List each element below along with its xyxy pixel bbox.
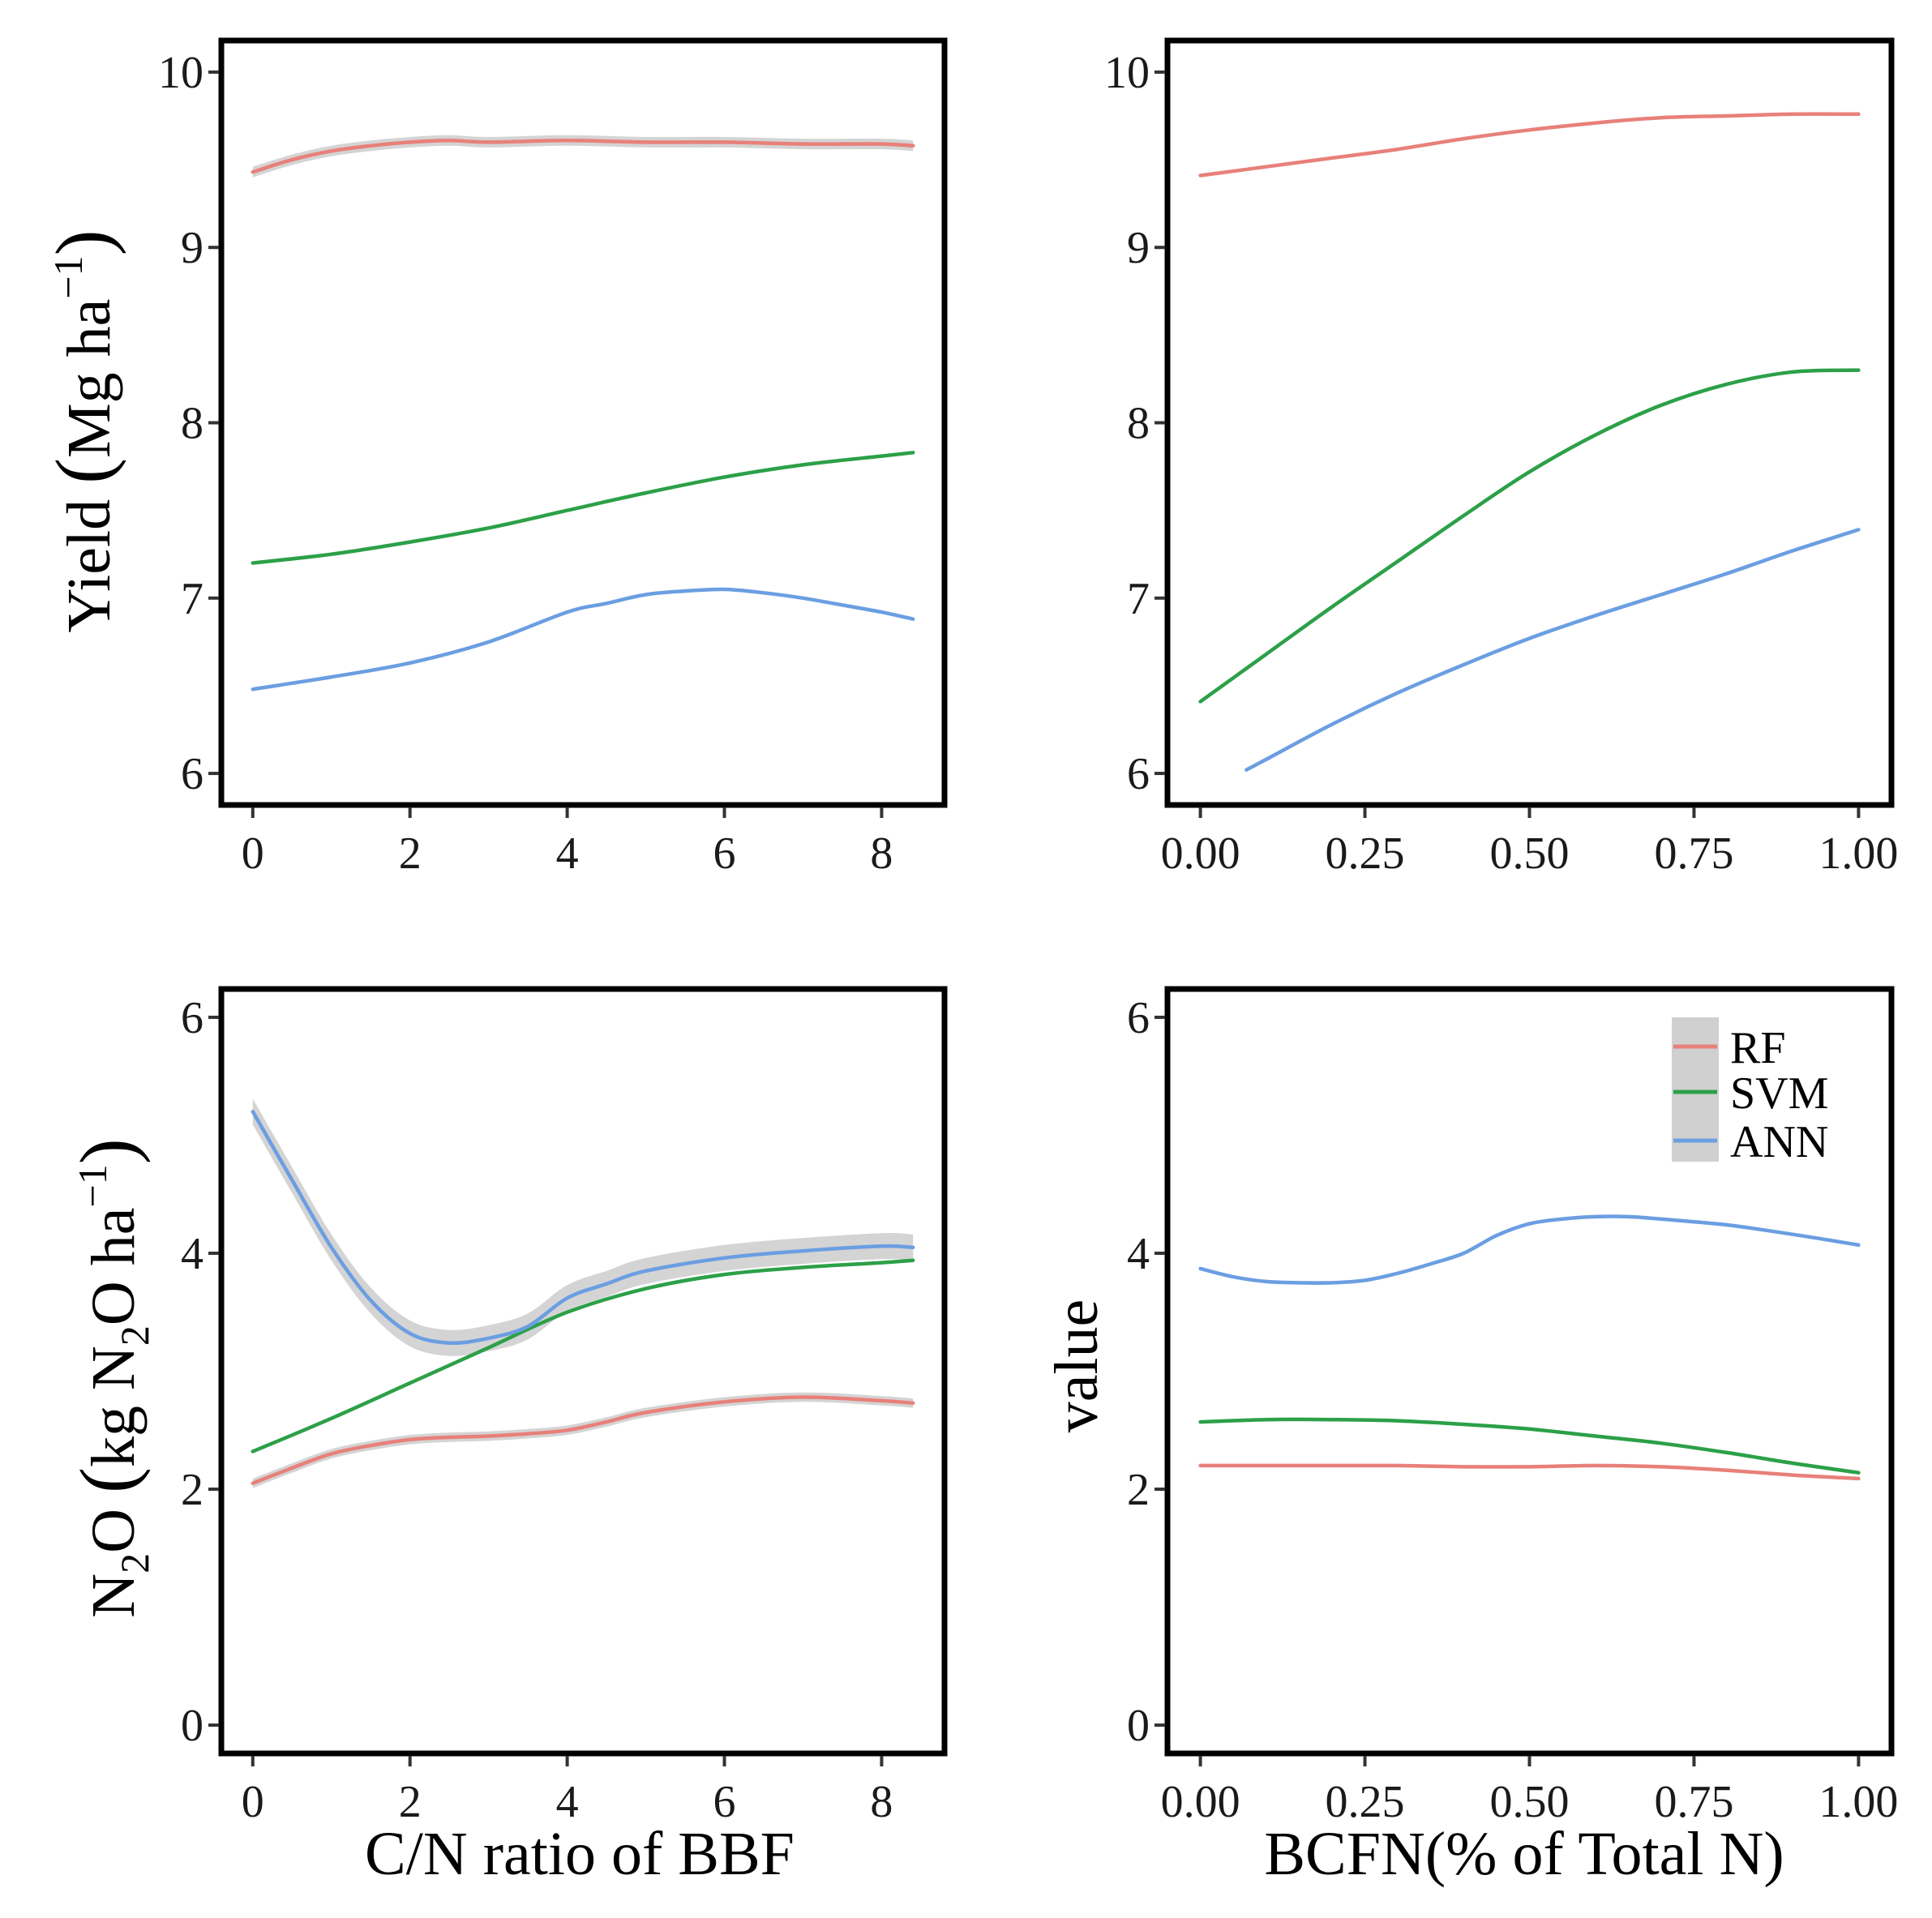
y-tick-label: 4 [181, 1229, 203, 1279]
panel-yield-cn: 0 2 4 6 8 6 7 8 9 10 [158, 37, 948, 879]
y-tick-label: 9 [181, 223, 203, 273]
series-line-ann [1198, 1214, 1861, 1285]
y-tick-label: 9 [1127, 223, 1150, 273]
x-tick-label: 1.00 [1818, 828, 1898, 879]
panel-n2o-cn: 0 2 4 6 8 0 2 4 6 [181, 986, 948, 1827]
x-tick-label: 0.50 [1490, 828, 1570, 879]
ylabel-value: value [1043, 1299, 1111, 1433]
ylabel-yield: Yield (Mg ha−1) [40, 229, 126, 632]
legend-label-svm: SVM [1730, 1068, 1828, 1119]
x-tick-label: 6 [713, 1777, 736, 1827]
xlabel-right: BCFN(% of Total N) [1264, 1820, 1784, 1888]
y-tick-label: 0 [1127, 1701, 1150, 1751]
x-tick-label: 0.50 [1490, 1777, 1570, 1827]
panel-frame [1164, 986, 1895, 1757]
series-line-rf [1198, 112, 1861, 178]
legend-label-rf: RF [1730, 1023, 1786, 1073]
legend-key-background [1672, 1017, 1719, 1162]
legend: RF SVM ANN [1672, 1017, 1828, 1167]
x-tick-label: 0.25 [1326, 1777, 1405, 1827]
y-tick-label: 0 [181, 1701, 203, 1751]
x-tick-label: 0.75 [1654, 1777, 1733, 1827]
panel-frame [218, 37, 948, 808]
series-line-svm [1198, 368, 1861, 704]
y-tick-label: 2 [181, 1465, 203, 1515]
panel-n2o-bcfn: 0.00 0.25 0.50 0.75 1.00 0 2 4 6 [1127, 986, 1898, 1827]
y-tick-label: 8 [1127, 399, 1150, 449]
x-tick-label: 0.00 [1161, 1777, 1240, 1827]
y-tick-label: 10 [1104, 48, 1150, 98]
x-tick-label: 4 [556, 828, 579, 879]
x-tick-label: 0 [242, 828, 264, 879]
panel-frame [1164, 37, 1895, 808]
x-tick-label: 0.75 [1654, 828, 1733, 879]
x-tick-label: 0 [242, 1777, 264, 1827]
y-tick-label: 4 [1127, 1229, 1150, 1279]
y-tick-label: 7 [181, 574, 203, 624]
series-line-rf [251, 139, 915, 174]
y-tick-label: 7 [1127, 574, 1150, 624]
x-tick-label: 0.25 [1326, 828, 1405, 879]
confidence-band-rf [252, 1392, 914, 1488]
y-tick-label: 2 [1127, 1465, 1150, 1515]
series-line-svm [251, 1258, 915, 1453]
series-line-rf [251, 1395, 915, 1485]
ylabel-n2o: N2O (kg N2O ha−1) [64, 1138, 157, 1617]
x-tick-label: 0.00 [1161, 828, 1240, 879]
series-line-ann [251, 1110, 915, 1345]
series-line-svm [1198, 1417, 1861, 1475]
y-tick-label: 6 [1127, 749, 1150, 799]
x-tick-label: 8 [870, 1777, 893, 1827]
confidence-band-rf [252, 135, 914, 178]
y-tick-label: 6 [181, 749, 203, 799]
x-tick-label: 2 [399, 1777, 422, 1827]
x-tick-label: 8 [870, 828, 893, 879]
panel-yield-bcfn: 0.00 0.25 0.50 0.75 1.00 6 7 8 9 10 [1104, 37, 1898, 879]
legend-label-ann: ANN [1730, 1117, 1828, 1167]
series-line-svm [251, 451, 915, 565]
series-line-ann [1244, 528, 1861, 772]
y-tick-label: 10 [158, 48, 203, 98]
series-line-ann [251, 587, 915, 691]
x-tick-label: 1.00 [1818, 1777, 1898, 1827]
x-tick-label: 6 [713, 828, 736, 879]
panel-frame [218, 986, 948, 1757]
x-tick-label: 2 [399, 828, 422, 879]
series-line-rf [1198, 1463, 1861, 1481]
y-tick-label: 8 [181, 399, 203, 449]
xlabel-left: C/N ratio of BBF [365, 1820, 795, 1888]
x-tick-label: 4 [556, 1777, 579, 1827]
y-tick-label: 6 [1127, 993, 1150, 1043]
y-tick-label: 6 [181, 993, 203, 1043]
